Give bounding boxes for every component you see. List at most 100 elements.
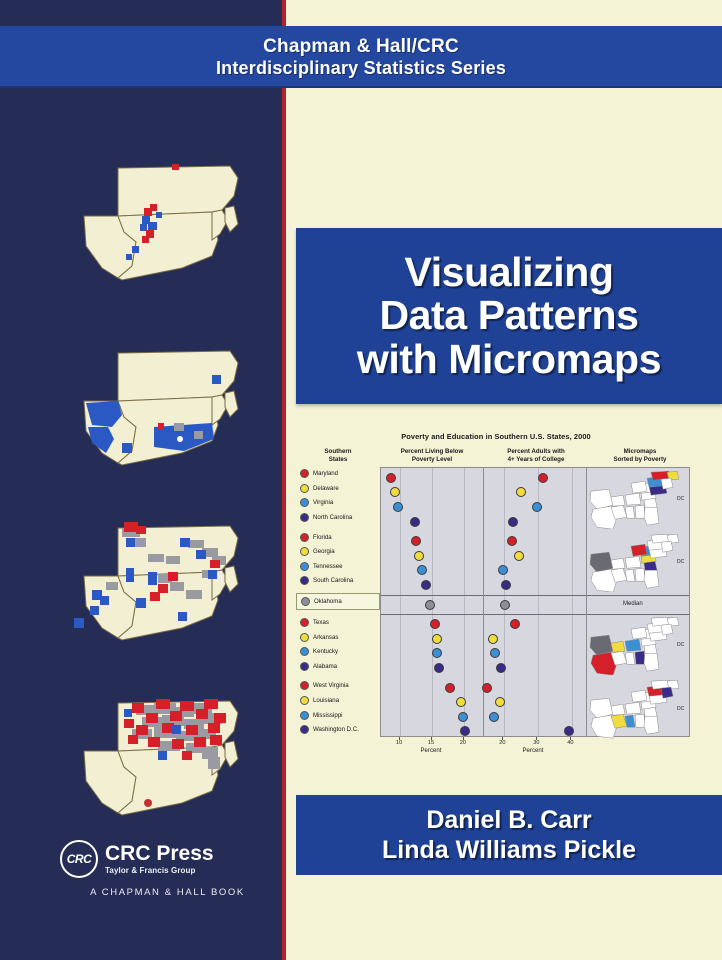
micromap-figure: Poverty and Education in Southern U.S. S… (296, 424, 696, 776)
map-panel-2 (62, 335, 277, 495)
state-label: West Virginia (313, 682, 349, 690)
axis-tick-label: 20 (499, 740, 506, 746)
data-point (489, 648, 500, 659)
state-row: Kentucky (296, 644, 380, 659)
dc-label: DC (677, 642, 685, 649)
state-label: Virginia (313, 499, 334, 507)
state-row: Washington D.C. (296, 722, 380, 737)
header-college: Percent Adults with 4+ Years of College (484, 448, 588, 464)
state-color-dot (300, 498, 309, 508)
micromap-graphic (589, 616, 680, 676)
header-states-line1: Southern (324, 448, 352, 455)
state-row: Louisiana (296, 693, 380, 708)
college-scatter-panel (481, 466, 587, 737)
author-name-1: Daniel B. Carr (426, 805, 592, 834)
micromap-cell (587, 533, 689, 593)
axis-tick-label: 30 (533, 740, 540, 746)
data-point (564, 726, 575, 737)
gridline (538, 467, 540, 736)
data-point (425, 599, 436, 610)
data-point (458, 711, 469, 722)
state-row: Delaware (296, 481, 380, 496)
publisher-logo: CRC CRC Press Taylor & Francis Group A C… (60, 840, 275, 898)
data-point (510, 619, 521, 630)
data-point (488, 633, 499, 644)
state-color-dot (300, 618, 309, 628)
red-divider-stripe (282, 0, 286, 960)
series-name-line: Interdisciplinary Statistics Series (215, 57, 507, 78)
publisher-text: CRC Press Taylor & Francis Group (105, 843, 214, 875)
header-poverty-line2: Poverty Level (411, 455, 453, 463)
median-divider (484, 614, 586, 616)
data-point (434, 663, 444, 673)
micromap-graphic (589, 470, 680, 529)
median-divider (587, 594, 689, 596)
gridline (463, 467, 465, 736)
median-divider (484, 594, 586, 596)
map-panel-1 (62, 150, 277, 310)
publisher-name: CRC Press (105, 842, 214, 865)
median-divider (381, 614, 483, 616)
state-color-dot (300, 547, 309, 557)
data-point (445, 682, 456, 693)
publisher-tagline: A CHAPMAN & HALL BOOK (90, 887, 245, 898)
state-row-median: Oklahoma (296, 593, 380, 611)
data-point (429, 619, 440, 630)
state-label: Alabama (313, 662, 338, 670)
state-label: Arkansas (313, 633, 339, 641)
micromap-cell (587, 470, 689, 529)
data-point (432, 648, 443, 659)
state-label: Texas (313, 619, 329, 627)
state-color-dot (300, 576, 309, 586)
data-point (531, 502, 542, 512)
figure-body: Maryland Delaware Virginia North Carolina Fl… (296, 466, 696, 739)
state-label: Delaware (313, 484, 339, 492)
data-point (460, 726, 471, 737)
axis-tick (570, 737, 572, 740)
data-point (411, 536, 422, 547)
data-point (507, 516, 518, 527)
data-point (498, 565, 509, 576)
data-point (385, 472, 396, 483)
title-line-1: Visualizing (404, 248, 614, 295)
axis-tick (462, 737, 464, 740)
college-axis: 20 30 40 Percent (482, 737, 584, 757)
data-point (481, 682, 492, 693)
state-color-dot (300, 632, 309, 642)
state-color-dot (300, 561, 309, 571)
axis-tick-label: 10 (396, 740, 403, 746)
micromap-cell (587, 616, 689, 676)
median-divider (381, 594, 483, 596)
data-point (500, 599, 511, 610)
dc-label: DC (677, 705, 685, 712)
data-point (494, 697, 505, 708)
axis-tick (536, 737, 538, 740)
poverty-axis: 10 15 20 Percent (380, 737, 482, 757)
axis-tick-label: 15 (427, 740, 435, 746)
title-block: Visualizing Data Patterns with Micromaps (296, 228, 722, 404)
state-row: West Virginia (296, 679, 380, 694)
state-label: Kentucky (313, 648, 339, 656)
data-point (392, 502, 403, 512)
state-label: Mississippi (313, 711, 343, 719)
header-states-line2: States (328, 455, 348, 463)
data-point (456, 697, 467, 708)
state-label-column: Maryland Delaware Virginia North Carolina Fl… (296, 467, 380, 738)
state-row: Mississippi (296, 708, 380, 723)
state-color-dot (300, 469, 309, 479)
state-label: Georgia (313, 548, 335, 556)
data-point (390, 487, 401, 498)
header-college-line2: 4+ Years of College (507, 455, 565, 463)
map-panel-4 (62, 685, 277, 845)
data-point (409, 516, 420, 527)
axis-tick-label: 20 (459, 740, 466, 746)
data-point (414, 550, 425, 561)
header-poverty: Percent Living Below Poverty Level (380, 448, 484, 464)
state-label: Oklahoma (314, 598, 342, 606)
data-point (417, 565, 428, 576)
data-point (500, 580, 511, 590)
map-panel-4-graphic (83, 699, 239, 816)
data-point (507, 536, 518, 547)
state-row: Georgia (296, 544, 380, 559)
